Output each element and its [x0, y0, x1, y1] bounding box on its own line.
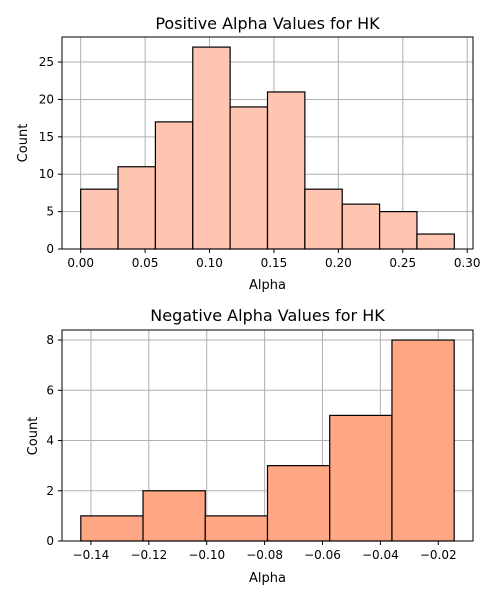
plot-frame — [61, 329, 474, 542]
y-tick-label: 4 — [46, 434, 54, 448]
x-axis-ticks: 0.00 0.05 0.10 0.15 0.20 0.25 0.30 — [67, 249, 481, 270]
x-tick-label: 0.30 — [454, 256, 481, 270]
chart-negative-alpha: Negative Alpha Values for HK −0.14 −0.12−… — [26, 306, 474, 586]
x-tick-label: 0.10 — [196, 256, 223, 270]
chart-title: Positive Alpha Values for HK — [155, 14, 380, 33]
x-tick-label: 0.15 — [261, 256, 288, 270]
y-axis-label: Count — [26, 417, 41, 456]
histogram-bar — [229, 106, 269, 250]
chart-positive-alpha: Positive Alpha Values for HK 0.00 0.05 0.1… — [16, 14, 481, 293]
x-axis-label: Alpha — [249, 278, 286, 293]
bars — [80, 339, 455, 542]
histogram-bar — [266, 91, 306, 250]
x-tick-label: 0.20 — [325, 256, 352, 270]
x-tick-label: −0.02 — [420, 548, 457, 562]
histogram-bar — [266, 465, 331, 542]
x-tick-label: −0.06 — [304, 548, 341, 562]
histogram-bar — [117, 166, 157, 250]
histogram-bar — [416, 233, 455, 250]
histogram-bar — [80, 188, 119, 250]
bars — [80, 46, 455, 250]
y-tick-label: 0 — [46, 242, 54, 256]
x-tick-label: −0.12 — [130, 548, 167, 562]
histogram-bar — [304, 188, 343, 250]
y-axis-ticks: 0 2 4 6 8 — [46, 333, 62, 548]
y-tick-label: 5 — [46, 205, 54, 219]
x-tick-label: 0.05 — [132, 256, 159, 270]
x-tick-label: −0.08 — [246, 548, 283, 562]
plot-frame — [61, 36, 474, 250]
y-axis-ticks: 0 5 10 15 20 25 — [39, 55, 62, 256]
histogram-bar — [142, 490, 206, 542]
histogram-bar — [341, 203, 381, 250]
y-axis-label: Count — [16, 124, 31, 163]
x-tick-label: −0.14 — [73, 548, 110, 562]
chart-title: Negative Alpha Values for HK — [150, 306, 385, 325]
histogram-bar — [80, 515, 144, 542]
histogram-bar — [329, 414, 393, 542]
histogram-bar — [204, 515, 269, 542]
x-tick-label: 0.00 — [67, 256, 94, 270]
x-axis-ticks: −0.14 −0.12 −0.10 −0.08 −0.06 −0.04 −0.02 — [73, 541, 457, 562]
histogram-bar — [378, 211, 418, 250]
x-tick-label: 0.25 — [389, 256, 416, 270]
y-tick-label: 2 — [46, 484, 54, 498]
histogram-bar — [391, 339, 455, 542]
y-tick-label: 25 — [39, 55, 54, 69]
x-axis-label: Alpha — [249, 571, 286, 586]
y-tick-label: 20 — [39, 92, 54, 106]
x-tick-label: −0.04 — [362, 548, 399, 562]
x-tick-label: −0.10 — [188, 548, 225, 562]
histogram-bar — [192, 46, 231, 250]
y-tick-label: 15 — [39, 130, 54, 144]
y-tick-label: 8 — [46, 333, 54, 347]
y-tick-label: 6 — [46, 383, 54, 397]
y-tick-label: 10 — [39, 167, 54, 181]
y-tick-label: 0 — [46, 534, 54, 548]
histogram-bar — [154, 121, 194, 250]
